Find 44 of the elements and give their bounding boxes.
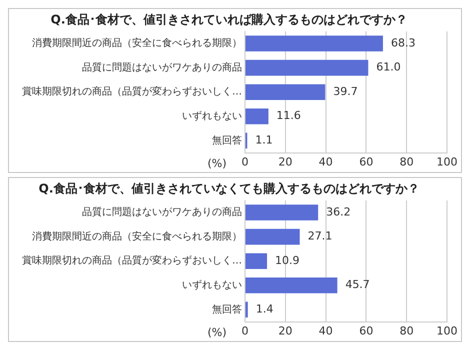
bar xyxy=(246,204,318,220)
y-tick-label: 無回答 xyxy=(212,303,242,316)
data-label: 1.4 xyxy=(256,302,274,316)
x-tick-label: 80 xyxy=(400,324,414,338)
data-label: 11.6 xyxy=(276,109,301,122)
data-label: 27.1 xyxy=(308,230,332,243)
y-tick-label: 品質に問題はないがワケありの商品 xyxy=(82,61,242,74)
y-tick-label: いずれもない xyxy=(182,110,242,122)
x-tick-label: 20 xyxy=(278,155,292,168)
y-tick-label: いずれもない xyxy=(182,278,242,291)
chart-title: Q.食品･食材で、値引きされていれば購入するものはどれですか？ xyxy=(50,12,408,26)
x-tick-label: 40 xyxy=(318,324,333,338)
data-label: 68.3 xyxy=(390,36,416,50)
x-axis-title: (%) xyxy=(207,157,227,170)
bar xyxy=(246,253,268,269)
x-tick-label: 60 xyxy=(359,324,374,338)
x-tick-label: 40 xyxy=(318,155,333,168)
bar xyxy=(246,36,383,52)
x-tick-label: 80 xyxy=(400,155,414,168)
data-label: 39.7 xyxy=(333,84,358,98)
y-tick-label: 無回答 xyxy=(212,134,242,146)
chart-title: Q.食品･食材で、値引きされていなくても購入するものはどれですか？ xyxy=(38,181,420,196)
x-tick-label: 0 xyxy=(242,324,248,338)
y-tick-label: 賞味期限切れの商品（品質が変わらずおいしく… xyxy=(22,86,242,98)
x-tick-label: 100 xyxy=(436,155,458,168)
data-label: 10.9 xyxy=(275,254,300,267)
data-label: 36.2 xyxy=(326,205,351,218)
x-tick-label: 60 xyxy=(359,155,374,168)
x-tick-label: 20 xyxy=(278,324,292,338)
x-axis-title: (%) xyxy=(207,326,227,340)
x-tick-label: 100 xyxy=(436,324,458,338)
y-tick-label: 消費期限間近の商品（安全に食べられる期限） xyxy=(32,230,242,242)
bar xyxy=(246,228,300,245)
y-tick-label: 賞味期限切れの商品（品質が変わらずおいしく… xyxy=(22,254,242,267)
bar xyxy=(246,277,338,294)
data-label: 45.7 xyxy=(345,278,370,292)
data-label: 61.0 xyxy=(376,60,401,74)
x-tick-label: 0 xyxy=(242,155,248,168)
data-label: 1.1 xyxy=(255,134,273,147)
bar xyxy=(246,60,368,76)
bar xyxy=(246,84,326,100)
y-tick-label: 消費期限間近の商品（安全に食べられる期限） xyxy=(32,37,242,50)
bar xyxy=(246,108,268,124)
y-tick-label: 品質に問題はないがワケありの商品 xyxy=(82,206,242,218)
